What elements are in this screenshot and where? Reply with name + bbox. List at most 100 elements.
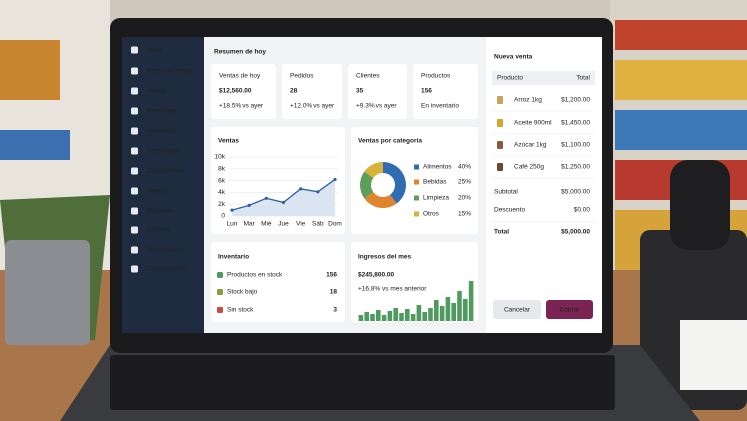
nav-icon[interactable] bbox=[131, 46, 138, 54]
bar bbox=[428, 308, 433, 321]
card-change: +12.0% bbox=[290, 103, 312, 110]
inventory-value: 18 bbox=[330, 289, 338, 296]
status-dot bbox=[217, 307, 223, 313]
card-value: $12,560.00 bbox=[219, 88, 252, 95]
pay-label[interactable]: Cobrar bbox=[560, 307, 581, 314]
point bbox=[316, 190, 320, 194]
nav-item[interactable]: Clientes bbox=[147, 227, 171, 234]
card-value: 35 bbox=[356, 88, 364, 95]
nav-icon[interactable] bbox=[131, 265, 138, 273]
nav-icon[interactable] bbox=[131, 167, 138, 175]
nav-icon[interactable] bbox=[131, 107, 138, 115]
nav-item[interactable]: Reportes bbox=[147, 208, 174, 215]
x-tick-label: Jue bbox=[278, 221, 289, 228]
stat-card bbox=[282, 64, 342, 119]
plant-pot bbox=[5, 240, 90, 345]
bar bbox=[439, 306, 445, 321]
x-tick-label: Sáb bbox=[312, 221, 324, 228]
cancel-label[interactable]: Cancelar bbox=[504, 307, 531, 314]
nav-item[interactable]: Gastos bbox=[147, 188, 168, 195]
bar bbox=[445, 297, 451, 321]
nav-item[interactable]: Ventas bbox=[147, 88, 168, 95]
card-label: Productos bbox=[421, 73, 451, 80]
table-header-cell: Total bbox=[576, 75, 590, 82]
pay-button[interactable] bbox=[546, 300, 593, 319]
nav-icon[interactable] bbox=[131, 246, 138, 254]
income-change: +16.8% vs mes anterior bbox=[358, 286, 427, 293]
nav-item[interactable]: Inventario bbox=[147, 128, 176, 135]
income-value: $245,800.00 bbox=[358, 272, 395, 279]
section-title: Nueva venta bbox=[494, 54, 533, 61]
donut-slice bbox=[364, 162, 383, 178]
nav-icon[interactable] bbox=[131, 127, 138, 135]
inventory-label: Stock bajo bbox=[227, 289, 258, 296]
total-label: Total bbox=[494, 229, 509, 236]
legend-label: Otros bbox=[423, 211, 440, 218]
card-change: +18.5% bbox=[219, 103, 241, 110]
product-icon bbox=[497, 96, 503, 104]
bar bbox=[393, 308, 398, 321]
stat-card bbox=[211, 64, 276, 119]
nav-icon[interactable] bbox=[131, 67, 138, 75]
bar bbox=[405, 309, 410, 321]
point bbox=[333, 177, 337, 182]
legend-label: Limpieza bbox=[423, 195, 449, 202]
cancel-button[interactable] bbox=[493, 300, 541, 319]
table-header-cell: Producto bbox=[497, 75, 523, 82]
product-icon bbox=[497, 141, 503, 149]
keyboard bbox=[110, 355, 615, 410]
total-value: $5,000.00 bbox=[561, 229, 590, 236]
nav-icon[interactable] bbox=[131, 226, 138, 234]
table-header bbox=[492, 71, 595, 85]
point bbox=[281, 200, 286, 205]
x-tick-label: Mié bbox=[261, 221, 272, 228]
product-name: Aceite 900ml bbox=[514, 120, 552, 127]
legend-value: 40% bbox=[458, 164, 471, 171]
nav-item[interactable]: Punto de Venta bbox=[147, 68, 192, 75]
discount-value: $0.00 bbox=[574, 207, 591, 214]
card-change: +9.3% bbox=[356, 103, 375, 110]
donut-slice bbox=[364, 192, 397, 209]
product-name: Azúcar 1kg bbox=[514, 142, 547, 149]
point bbox=[230, 208, 234, 212]
nav-icon[interactable] bbox=[131, 147, 138, 155]
nav-item[interactable]: Productos bbox=[147, 108, 177, 115]
bar bbox=[358, 315, 364, 321]
nav-item[interactable]: Contabilidad bbox=[147, 168, 184, 175]
bar bbox=[410, 314, 416, 321]
nav-item[interactable]: Configuración bbox=[147, 266, 187, 273]
ui: Inicio Punto de Venta Ventas Productos Inven… bbox=[131, 46, 595, 322]
bar bbox=[387, 311, 393, 321]
nav-icon[interactable] bbox=[131, 187, 138, 195]
y-tick-label: 10k bbox=[215, 154, 226, 161]
product-price: $1,250.00 bbox=[561, 164, 590, 171]
panel-card bbox=[211, 242, 345, 322]
status-dot bbox=[217, 289, 223, 295]
inventory-label: Sin stock bbox=[227, 307, 254, 314]
inventory-value: 156 bbox=[326, 272, 337, 279]
card-note: En inventario bbox=[421, 103, 459, 110]
chart-title: Ventas por categoría bbox=[358, 138, 422, 145]
nav-icon[interactable] bbox=[131, 207, 138, 215]
legend-swatch bbox=[414, 195, 419, 201]
legend-swatch bbox=[414, 211, 419, 217]
nav-item[interactable]: Proveedores bbox=[147, 247, 185, 254]
product-price: $1,100.00 bbox=[561, 142, 590, 149]
nav-item[interactable]: Inicio bbox=[147, 47, 163, 54]
x-tick-label: Vie bbox=[296, 221, 306, 228]
nav-icon[interactable] bbox=[131, 87, 138, 95]
product-icon bbox=[497, 163, 503, 171]
y-tick-label: 2k bbox=[218, 201, 226, 208]
chart-title: Ventas bbox=[218, 138, 239, 145]
stat-card bbox=[413, 64, 478, 119]
section-title: Inventario bbox=[218, 254, 249, 261]
card-label: Ventas de hoy bbox=[219, 73, 261, 80]
section-title: Resumen de hoy bbox=[214, 49, 266, 56]
card-value: 156 bbox=[421, 88, 432, 95]
y-tick-label: 0 bbox=[221, 213, 225, 220]
sale-panel bbox=[486, 37, 602, 333]
nav-item[interactable]: Facturación bbox=[147, 148, 181, 155]
bar bbox=[422, 312, 427, 321]
card-note: vs ayer bbox=[376, 103, 398, 110]
